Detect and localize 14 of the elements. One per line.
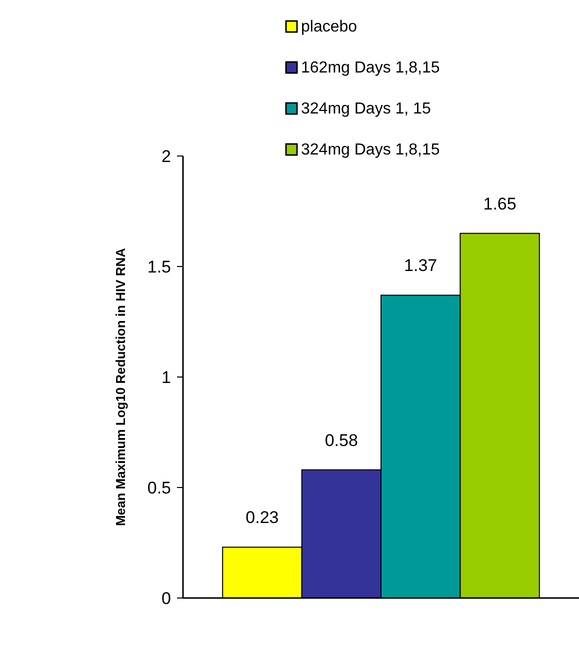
- legend-label: 324mg Days 1,8,15: [301, 142, 440, 159]
- legend-label: 324mg Days 1, 15: [301, 100, 431, 118]
- y-tick-label: 0: [162, 588, 171, 608]
- y-axis-title: Mean Maximum Log10 Reduction in HIV RNA: [113, 247, 128, 526]
- data-label: 0.58: [324, 430, 358, 450]
- y-tick-label: 2: [162, 146, 171, 166]
- legend-label: placebo: [301, 18, 358, 36]
- data-label: 1.37: [404, 256, 438, 276]
- legend-label: 162mg Days 1,8,15: [301, 60, 440, 77]
- y-tick-label: 1: [162, 368, 171, 387]
- data-label: 1.65: [483, 194, 516, 214]
- y-tick-label: 0.5: [147, 478, 171, 498]
- y-tick-label: 1.5: [147, 257, 171, 276]
- data-label: 0.23: [246, 508, 279, 528]
